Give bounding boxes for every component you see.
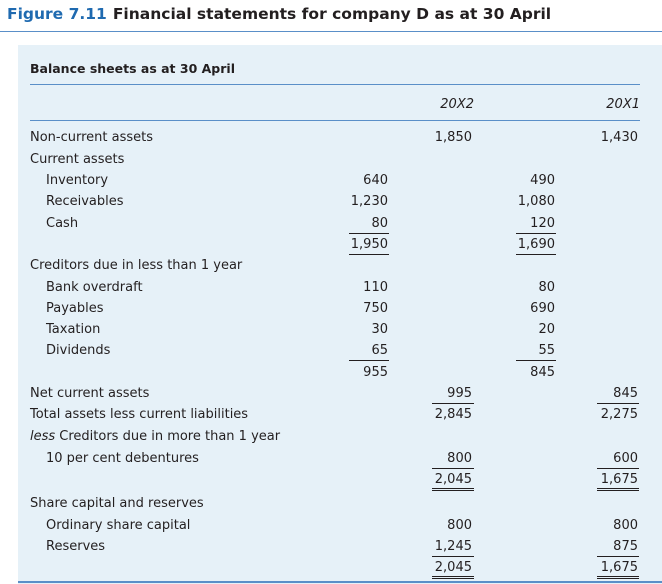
total-equity-20x1: 1,675 — [600, 560, 638, 575]
row-label-dividends: Dividends — [46, 343, 111, 358]
total-net-assets-20x1: 1,675 — [600, 472, 638, 487]
underline-debentures-20x1 — [597, 468, 639, 469]
underline-nca-20x2 — [432, 403, 474, 404]
value-payables-20x1: 690 — [530, 301, 555, 316]
row-label-net-current-assets: Net current assets — [30, 386, 150, 401]
underline-nca-20x1 — [597, 403, 639, 404]
underline-reserves-20x1 — [597, 556, 639, 557]
row-label-ordinary-share-capital: Ordinary share capital — [46, 518, 191, 533]
section-label-share-capital-reserves: Share capital and reserves — [30, 496, 204, 511]
panel-title: Balance sheets as at 30 April — [30, 61, 235, 76]
underline-dividends-20x2 — [349, 360, 389, 361]
balance-sheet-panel — [18, 45, 662, 584]
header-rule-bottom — [30, 120, 640, 121]
row-label-payables: Payables — [46, 301, 104, 316]
value-reserves-20x1: 875 — [613, 539, 638, 554]
double-underline-net-assets-20x1 — [597, 488, 639, 491]
value-inventory-20x2: 640 — [363, 173, 388, 188]
value-debentures-20x1: 600 — [613, 451, 638, 466]
subtotal-current-assets-20x2: 1,950 — [350, 237, 388, 252]
subtotal-current-assets-20x1: 1,690 — [517, 237, 555, 252]
value-dividends-20x2: 65 — [371, 343, 388, 358]
value-ordinary-share-capital-20x2: 800 — [447, 518, 472, 533]
total-equity-20x2: 2,045 — [434, 560, 472, 575]
value-reserves-20x2: 1,245 — [434, 539, 472, 554]
value-non-current-assets-20x2: 1,850 — [434, 130, 472, 145]
value-bank-overdraft-20x2: 110 — [363, 280, 388, 295]
panel-bottom-rule — [18, 581, 662, 583]
double-underline-equity-20x1 — [597, 576, 639, 579]
value-bank-overdraft-20x1: 80 — [538, 280, 555, 295]
header-rule-top — [30, 84, 640, 85]
double-underline-net-assets-20x2 — [432, 488, 474, 491]
section-label-current-assets: Current assets — [30, 152, 125, 167]
row-label-inventory: Inventory — [46, 173, 109, 188]
section-label-creditors-gt-1-year: less Creditors due in more than 1 year — [30, 429, 281, 444]
subtotal-creditors-20x2: 955 — [363, 365, 388, 380]
row-label-receivables: Receivables — [46, 194, 124, 209]
subtotal-creditors-20x1: 845 — [530, 365, 555, 380]
row-label-taxation: Taxation — [46, 322, 101, 337]
figure-title: Figure 7.11 Financial statements for comp… — [7, 4, 551, 24]
less-italic-word: less — [30, 429, 56, 444]
underline-dividends-20x1 — [516, 360, 556, 361]
value-total-assets-less-cl-20x2: 2,845 — [434, 407, 472, 422]
double-underline-equity-20x2 — [432, 576, 474, 579]
value-net-current-assets-20x2: 995 — [447, 386, 472, 401]
value-cash-20x1: 120 — [530, 216, 555, 231]
row-label-debentures: 10 per cent debentures — [46, 451, 199, 466]
value-inventory-20x1: 490 — [530, 173, 555, 188]
row-label-bank-overdraft: Bank overdraft — [46, 280, 143, 295]
row-label-non-current-assets: Non-current assets — [30, 130, 154, 145]
value-receivables-20x1: 1,080 — [517, 194, 555, 209]
figure-label: Figure 7.11 — [7, 5, 107, 23]
row-label-cash: Cash — [46, 216, 79, 231]
value-taxation-20x2: 30 — [371, 322, 388, 337]
underline-debentures-20x2 — [432, 468, 474, 469]
section-label-creditors-lt-1-year: Creditors due in less than 1 year — [30, 258, 243, 273]
value-taxation-20x1: 20 — [538, 322, 555, 337]
total-net-assets-20x2: 2,045 — [434, 472, 472, 487]
underline-cash-20x1 — [516, 233, 556, 234]
value-net-current-assets-20x1: 845 — [613, 386, 638, 401]
value-receivables-20x2: 1,230 — [350, 194, 388, 209]
value-dividends-20x1: 55 — [538, 343, 555, 358]
title-rule — [0, 31, 662, 32]
underline-cash-20x2 — [349, 233, 389, 234]
value-payables-20x2: 750 — [363, 301, 388, 316]
row-label-total-assets-less-cl: Total assets less current liabilities — [30, 407, 249, 422]
value-non-current-assets-20x1: 1,430 — [600, 130, 638, 145]
underline-reserves-20x2 — [432, 556, 474, 557]
underline-ca-total-20x1 — [516, 254, 556, 255]
underline-ca-total-20x2 — [349, 254, 389, 255]
value-total-assets-less-cl-20x1: 2,275 — [600, 407, 638, 422]
column-header-20x2: 20X2 — [440, 97, 474, 112]
value-cash-20x2: 80 — [371, 216, 388, 231]
row-label-reserves: Reserves — [46, 539, 106, 554]
value-ordinary-share-capital-20x1: 800 — [613, 518, 638, 533]
column-header-20x1: 20X1 — [606, 97, 640, 112]
value-debentures-20x2: 800 — [447, 451, 472, 466]
figure-caption: Financial statements for company D as at… — [112, 5, 552, 23]
